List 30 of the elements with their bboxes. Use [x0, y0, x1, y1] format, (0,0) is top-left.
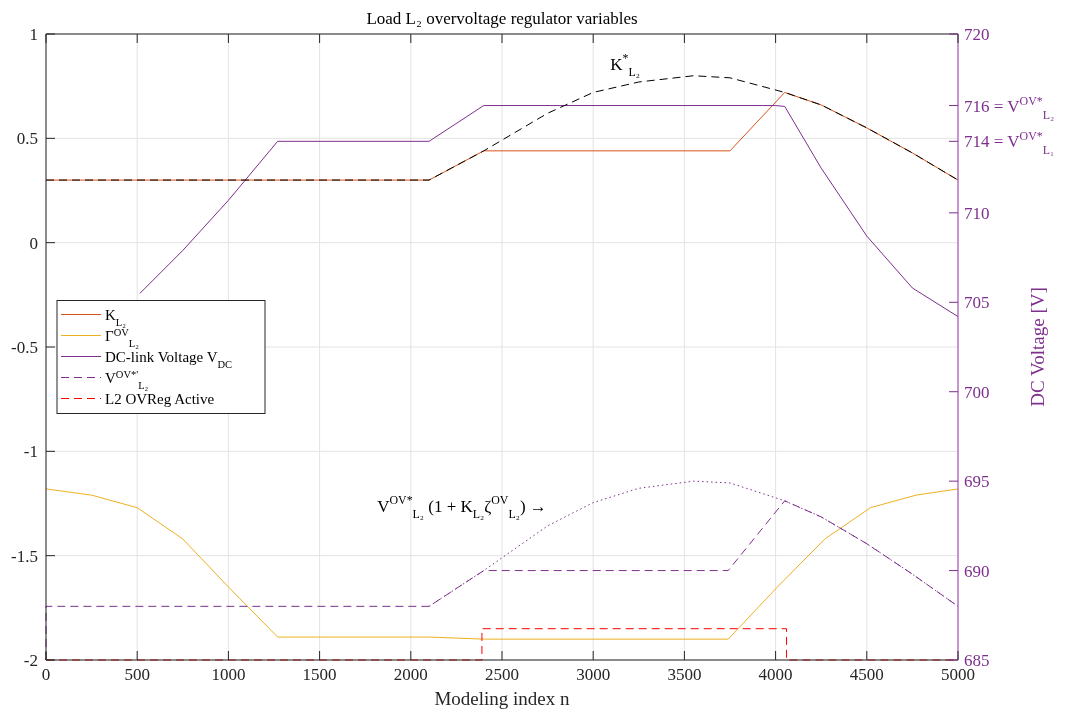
legend-label: DC-link Voltage V$_{DC}$: [105, 348, 233, 369]
y-tick-label: -1.5: [11, 546, 38, 566]
y-tick-label: -0.5: [11, 338, 38, 357]
y-tick-label: -2: [23, 651, 38, 670]
x-tick-label: 500: [124, 665, 150, 684]
y2-tick-label: 705: [964, 293, 990, 313]
y2-axis-title: DC Voltage [V]: [1027, 287, 1048, 407]
legend-label: K$_{L₂}$: [105, 306, 127, 327]
x-tick-label: 4500: [849, 665, 884, 684]
y2-tick-label: 710: [964, 203, 990, 223]
x-tick-label: 2000: [393, 665, 428, 684]
y2-tick-label: 690: [964, 561, 990, 581]
legend-label: L2 OVReg Active: [105, 390, 215, 407]
x-tick-label: 3000: [576, 665, 611, 684]
x-tick-label: 0: [41, 665, 51, 684]
x-tick-label: 1000: [211, 665, 246, 684]
y-tick-label: -1: [23, 442, 38, 462]
x-axis-title: Modeling index n: [434, 688, 571, 709]
y-tick-label: 0.5: [16, 129, 38, 149]
x-tick-label: 4000: [758, 665, 793, 684]
x-tick-label: 1500: [302, 665, 337, 684]
y2-tick-label: 720: [964, 25, 990, 44]
y-tick-label: 0: [29, 233, 38, 253]
x-tick-label: 2500: [485, 665, 519, 684]
y-tick-label: 1: [29, 25, 38, 44]
x-tick-label: 3500: [667, 665, 702, 684]
y2-tick-label: 695: [964, 472, 990, 492]
chart-title: Load L₂ overvoltage regulator variables: [366, 9, 638, 28]
text: V$^{OV*}$$_{L₂}$ (1 + K$_{L₂}$ζ$^{OV}$$_{L₂}$) →: [377, 492, 547, 521]
y2-tick-label: 700: [964, 382, 990, 402]
